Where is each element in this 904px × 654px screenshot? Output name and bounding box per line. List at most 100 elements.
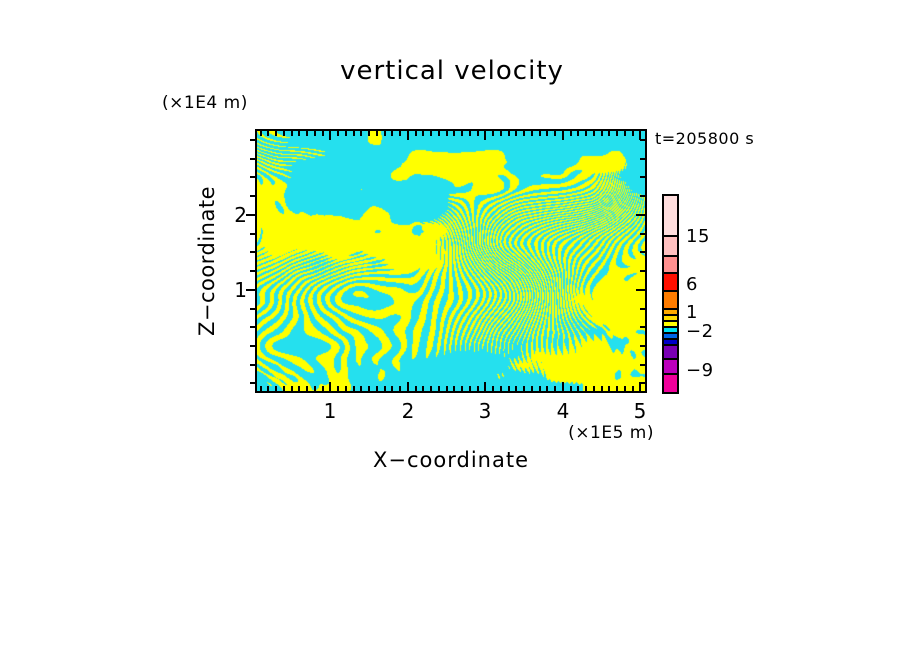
x-tick [384, 131, 386, 136]
x-tick-label: 2 [401, 399, 415, 423]
x-tick [523, 131, 525, 136]
x-tick [492, 386, 494, 391]
x-tick [438, 386, 440, 391]
x-tick [469, 131, 471, 136]
x-tick [360, 131, 362, 136]
colorbar-segment [664, 326, 677, 332]
colorbar-tick-label: 15 [686, 226, 710, 247]
x-tick [500, 131, 502, 136]
y-tick [640, 195, 645, 197]
y-tick [640, 251, 645, 253]
y-tick [640, 308, 645, 310]
x-tick [477, 131, 479, 136]
time-annotation: t=205800 s [655, 129, 755, 148]
x-tick [562, 382, 564, 391]
x-tick-label: 5 [633, 399, 647, 423]
colorbar-tick-label: −9 [686, 360, 714, 381]
x-tick [593, 131, 595, 136]
x-tick [291, 386, 293, 391]
x-tick [298, 131, 300, 136]
x-tick [608, 386, 610, 391]
x-tick [306, 131, 308, 136]
y-tick-label: 1 [234, 278, 247, 302]
x-axis-units: (×1E5 m) [568, 423, 654, 443]
x-tick [391, 131, 393, 136]
plot-area [255, 129, 647, 393]
x-tick [322, 386, 324, 391]
colorbar-segment [664, 373, 677, 392]
x-tick [632, 386, 634, 391]
x-tick [546, 386, 548, 391]
x-tick [570, 386, 572, 391]
colorbar [662, 194, 679, 394]
x-tick [399, 131, 401, 136]
y-tick [640, 326, 645, 328]
x-tick [508, 386, 510, 391]
x-tick [283, 386, 285, 391]
x-tick [639, 382, 641, 391]
x-tick [515, 386, 517, 391]
x-tick [570, 131, 572, 136]
x-tick [430, 386, 432, 391]
colorbar-tick-label: −2 [686, 321, 714, 342]
colorbar-segment [664, 196, 677, 235]
x-tick [508, 131, 510, 136]
x-tick [368, 131, 370, 136]
y-tick [636, 214, 645, 216]
y-axis-units: (×1E4 m) [162, 93, 248, 113]
colorbar-segment [664, 344, 677, 358]
x-tick [353, 131, 355, 136]
x-tick [554, 131, 556, 136]
x-tick [353, 386, 355, 391]
colorbar-segment [664, 272, 677, 290]
colorbar-segment [664, 320, 677, 326]
x-tick [283, 131, 285, 136]
x-tick [384, 386, 386, 391]
x-tick [314, 386, 316, 391]
colorbar-segment [664, 332, 677, 338]
y-tick [250, 139, 255, 141]
x-tick [461, 386, 463, 391]
x-tick [608, 131, 610, 136]
x-tick [546, 131, 548, 136]
x-tick [624, 131, 626, 136]
colorbar-segment [664, 290, 677, 308]
x-tick [391, 386, 393, 391]
x-tick [345, 131, 347, 136]
velocity-field-canvas [257, 131, 645, 391]
y-tick [250, 308, 255, 310]
colorbar-segment [664, 314, 677, 320]
colorbar-segment [664, 308, 677, 314]
colorbar-segment [664, 338, 677, 344]
x-tick [345, 386, 347, 391]
x-tick [585, 131, 587, 136]
x-tick [337, 386, 339, 391]
x-tick [337, 131, 339, 136]
y-tick-label: 2 [234, 203, 247, 227]
y-tick [640, 270, 645, 272]
x-tick [531, 386, 533, 391]
y-axis-label: Z−coordinate [195, 186, 219, 336]
x-tick [577, 386, 579, 391]
x-tick [484, 131, 486, 140]
x-tick [422, 386, 424, 391]
x-tick [461, 131, 463, 136]
x-tick [415, 131, 417, 136]
x-tick [616, 386, 618, 391]
x-tick [554, 386, 556, 391]
x-tick [438, 131, 440, 136]
y-tick [250, 270, 255, 272]
y-tick [640, 158, 645, 160]
x-tick [523, 386, 525, 391]
x-tick [515, 131, 517, 136]
x-tick [291, 131, 293, 136]
y-tick [250, 251, 255, 253]
x-tick [585, 386, 587, 391]
x-tick [492, 131, 494, 136]
y-tick [636, 289, 645, 291]
x-tick [260, 131, 262, 136]
x-tick [577, 131, 579, 136]
x-axis-label: X−coordinate [373, 448, 529, 472]
x-tick [376, 386, 378, 391]
y-tick [250, 345, 255, 347]
